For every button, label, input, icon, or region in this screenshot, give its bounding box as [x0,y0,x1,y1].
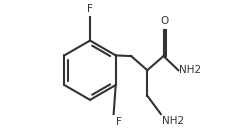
Text: NH2: NH2 [162,116,184,126]
Text: NH2: NH2 [179,65,201,75]
Text: F: F [87,4,93,14]
Text: O: O [161,16,169,26]
Text: F: F [116,117,121,127]
